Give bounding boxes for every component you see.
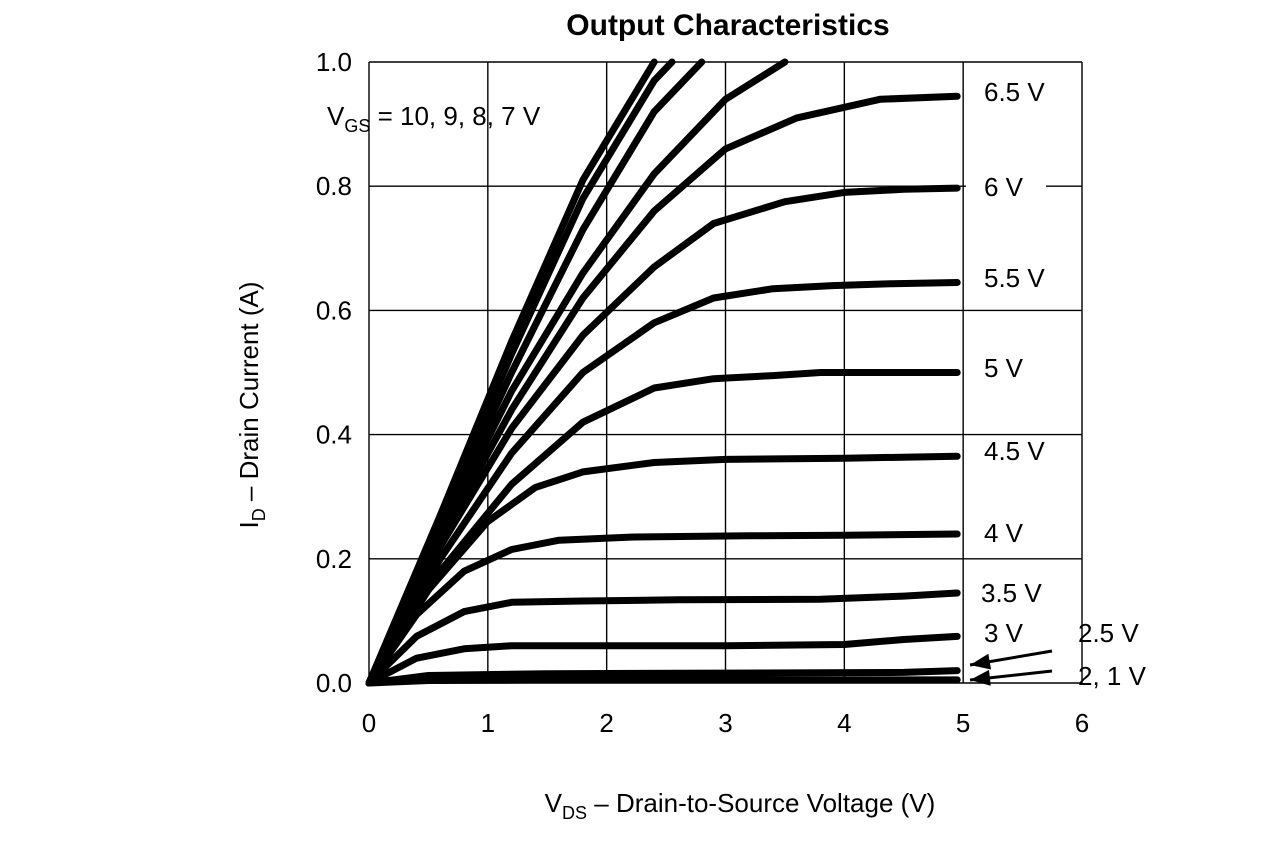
curve-vgs-4-v [365,530,961,687]
vgs-annotation-sub: GS [344,116,370,136]
x-axis-label: VDS – Drain-to-Source Voltage (V) [545,788,936,823]
curve-label-2-5-v: 2.5 V [1078,618,1139,648]
y-axis-label-rest: – Drain Current (A) [234,281,264,508]
curve-label-2-1-v: 2, 1 V [1078,661,1147,691]
vgs-annotation: VGS = 10, 9, 8, 7 V [327,101,541,136]
y-tick-label: 0.8 [316,171,352,201]
curve-label-4-v: 4 V [984,518,1024,548]
series-curves [365,58,961,687]
label-bg-right [1086,600,1196,700]
vgs-annotation-rest: = 10, 9, 8, 7 V [370,101,540,131]
x-axis-label-rest: – Drain-to-Source Voltage (V) [587,788,935,818]
label-arrows [969,649,1053,686]
label-bg-55v [966,250,1078,306]
curve-vgs-6-5-v [365,92,961,687]
y-axis-label-main: I [234,521,264,528]
label-backgrounds [966,64,1196,700]
arrow-2-1v-head [970,669,991,686]
y-axis-label-sub: D [249,508,269,521]
x-tick-label: 4 [837,708,851,738]
x-tick-label: 2 [599,708,613,738]
y-tick-label: 0.2 [316,544,352,574]
curve-vgs-2-1-v [365,676,961,687]
curve-labels: 6.5 V 6 V 5.5 V 5 V 4.5 V 4 V 3.5 V 3 V 2.5 V 2, … [981,77,1147,691]
curve-label-3-v: 3 V [984,618,1024,648]
label-bg-5v [966,316,1078,430]
curve-label-6-5-v: 6.5 V [984,77,1045,107]
curve-vgs-2-5-v [365,667,961,687]
curve-vgs-4-5-v [365,452,961,687]
curve-vgs-5-v [365,369,961,687]
curve-vgs-6-v [365,184,961,687]
x-tick-label: 1 [481,708,495,738]
curve-vgs-5-5-v [365,279,961,687]
curve-label-6-v: 6 V [984,172,1024,202]
label-bg-top [966,64,1078,158]
x-axis-label-sub: DS [562,803,587,823]
curve-vgs-3-5-v [365,589,961,687]
curve-vgs-3-v [365,632,961,687]
x-tick-label: 3 [718,708,732,738]
curve-label-4-5-v: 4.5 V [984,436,1045,466]
y-tick-label: 0.4 [316,420,352,450]
chart-title: Output Characteristics [566,9,889,42]
curve-label-5-5-v: 5.5 V [984,263,1045,293]
x-tick-label: 5 [956,708,970,738]
x-tick-labels: 0 1 2 3 4 5 6 [362,708,1089,738]
y-tick-label: 0.0 [316,668,352,698]
y-tick-label: 1.0 [316,47,352,77]
x-tick-label: 0 [362,708,376,738]
curve-label-5-v: 5 V [984,353,1024,383]
label-bg-6v [966,170,1046,204]
x-axis-label-main: V [545,788,563,818]
arrow-2-5v-head [970,653,992,670]
label-bg-45v [966,440,1078,554]
curve-label-3-5-v: 3.5 V [981,578,1042,608]
x-tick-label: 6 [1075,708,1089,738]
y-tick-label: 0.6 [316,295,352,325]
vgs-annotation-main: V [327,101,345,131]
y-tick-labels: 0.0 0.2 0.4 0.6 0.8 1.0 [316,47,352,698]
y-axis-label: ID – Drain Current (A) [234,281,269,528]
